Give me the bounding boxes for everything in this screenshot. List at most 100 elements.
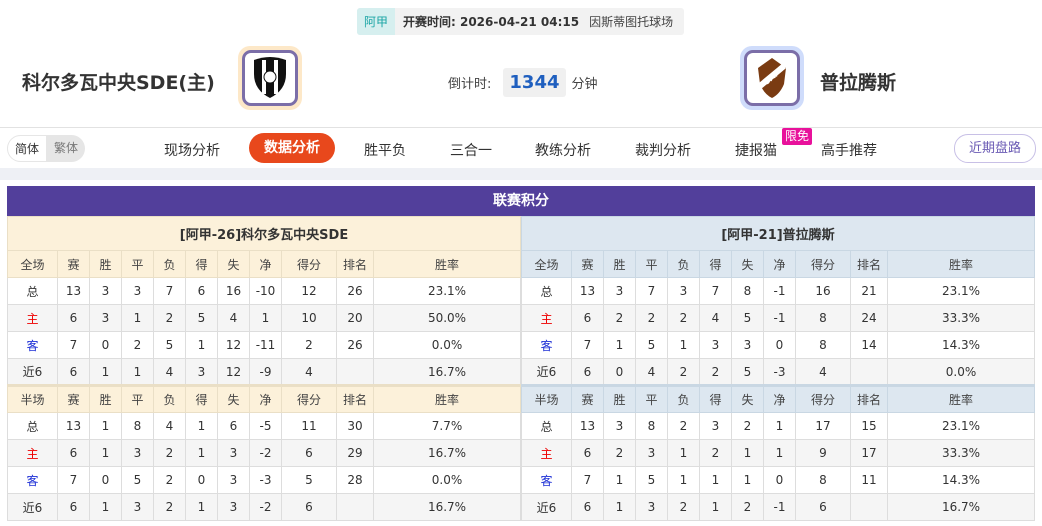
stat-cell: 24 <box>850 304 888 332</box>
stat-cell: 2 <box>667 358 700 386</box>
team-header: [阿甲-21]普拉腾斯 <box>521 216 1035 251</box>
stat-cell: 2 <box>699 439 732 467</box>
recent-handicap-button[interactable]: 近期盘路 <box>954 134 1036 163</box>
stat-cell: 10 <box>281 304 337 332</box>
tab-jiebaomao[interactable]: 捷报猫 <box>735 143 777 159</box>
row-label: 近6 <box>7 493 58 521</box>
venue: 因斯蒂图托球场 <box>589 15 674 29</box>
tab-expert-picks[interactable]: 高手推荐 <box>821 143 877 159</box>
stat-cell: 8 <box>795 466 851 494</box>
stat-cell: 33.3% <box>887 439 1035 467</box>
stat-cell: -11 <box>249 331 282 359</box>
table-row: 客 7 0 5 2 0 3 -3 5 28 0.0% <box>7 466 521 494</box>
stat-cell: 30 <box>336 412 374 440</box>
stat-cell: -5 <box>249 412 282 440</box>
row-label: 总 <box>7 277 58 305</box>
stat-cell: 3 <box>121 277 154 305</box>
stat-cell <box>336 358 374 386</box>
stat-cell: 2 <box>731 412 764 440</box>
stat-cell: 1 <box>603 493 636 521</box>
home-team-logo[interactable] <box>238 46 302 110</box>
column-header: 得分 <box>281 384 337 413</box>
lang-simplified[interactable]: 简体 <box>7 135 48 162</box>
tab-three-in-one[interactable]: 三合一 <box>450 143 492 159</box>
tab-live-analysis[interactable]: 现场分析 <box>164 143 220 159</box>
stat-cell: 0 <box>89 331 122 359</box>
stat-cell: 1 <box>731 439 764 467</box>
stat-cell: 1 <box>731 466 764 494</box>
stat-cell <box>850 358 888 386</box>
stat-cell: 8 <box>731 277 764 305</box>
stat-cell: 7 <box>153 277 186 305</box>
stat-cell: 4 <box>153 412 186 440</box>
column-header: 胜 <box>89 384 122 413</box>
stat-cell: 2 <box>281 331 337 359</box>
table-row: 总 13 3 8 2 3 2 1 17 15 23.1% <box>521 412 1035 440</box>
stat-cell: 0.0% <box>373 331 521 359</box>
tab-data-analysis[interactable]: 数据分析 <box>249 133 335 163</box>
stat-cell: 6 <box>795 493 851 521</box>
stat-cell: 1 <box>185 331 218 359</box>
home-team-name[interactable]: 科尔多瓦中央SDE(主) <box>22 72 215 94</box>
stat-cell: 3 <box>217 493 250 521</box>
standings-title: 联赛积分 <box>7 186 1035 216</box>
away-team-logo[interactable]: CAP <box>740 46 804 110</box>
column-header: 负 <box>153 250 186 278</box>
stat-cell <box>336 493 374 521</box>
stat-cell: -3 <box>763 358 796 386</box>
stat-cell: 0.0% <box>373 466 521 494</box>
stat-cell: 8 <box>121 412 154 440</box>
stat-cell: 7 <box>571 466 604 494</box>
stat-cell: 1 <box>763 412 796 440</box>
stat-cell: 4 <box>795 358 851 386</box>
stat-cell: -1 <box>763 277 796 305</box>
countdown-label: 倒计时: <box>448 77 492 92</box>
column-header-row: 半场赛胜平负得失净得分 排名 胜率 <box>7 384 521 413</box>
stat-cell: 6 <box>57 439 90 467</box>
stat-cell: 5 <box>731 304 764 332</box>
stat-cell: 5 <box>185 304 218 332</box>
stat-cell: 5 <box>731 358 764 386</box>
stat-cell: 16.7% <box>887 493 1035 521</box>
away-team-name[interactable]: 普拉腾斯 <box>820 72 897 94</box>
stat-cell: 1 <box>699 466 732 494</box>
column-header: 赛 <box>571 250 604 278</box>
stat-cell: 21 <box>850 277 888 305</box>
table-row: 客 7 0 2 5 1 12 -11 2 26 0.0% <box>7 331 521 359</box>
stat-cell: -10 <box>249 277 282 305</box>
stat-cell: 4 <box>217 304 250 332</box>
column-header: 赛 <box>57 250 90 278</box>
stat-cell: 1 <box>89 493 122 521</box>
stat-cell: 2 <box>667 412 700 440</box>
stat-cell: 1 <box>763 439 796 467</box>
column-header: 负 <box>153 384 186 413</box>
row-label: 主 <box>7 439 58 467</box>
stat-cell: -2 <box>249 439 282 467</box>
table-row: 客 7 1 5 1 1 1 0 8 11 14.3% <box>521 466 1035 494</box>
stat-cell: 1 <box>185 439 218 467</box>
lang-traditional[interactable]: 繁体 <box>54 141 79 155</box>
stat-cell: 8 <box>635 412 668 440</box>
shield-icon <box>254 57 286 98</box>
table-row: 主 6 3 1 2 5 4 1 10 20 50.0% <box>7 304 521 332</box>
stat-cell: 3 <box>217 466 250 494</box>
stat-cell: 8 <box>795 331 851 359</box>
tab-1x2[interactable]: 胜平负 <box>364 143 406 159</box>
column-header: 得 <box>699 250 732 278</box>
row-label: 总 <box>521 277 572 305</box>
language-toggle: 简体 繁体 <box>7 135 86 162</box>
row-label: 总 <box>7 412 58 440</box>
stat-cell: -1 <box>763 493 796 521</box>
stat-cell: 3 <box>635 493 668 521</box>
stat-cell: 11 <box>281 412 337 440</box>
stat-cell: 1 <box>185 493 218 521</box>
tab-referee-analysis[interactable]: 裁判分析 <box>635 143 691 159</box>
stat-cell: 5 <box>153 331 186 359</box>
tab-coach-analysis[interactable]: 教练分析 <box>535 143 591 159</box>
stat-cell: 29 <box>336 439 374 467</box>
away-standings-table: [阿甲-21]普拉腾斯 全场赛胜平负得失净得分 排名 胜率总 13 3 7 3 7 8 -1 16 21… <box>521 216 1035 521</box>
stat-cell: -1 <box>763 304 796 332</box>
column-header: 排名 <box>850 384 888 413</box>
stat-cell: 16 <box>217 277 250 305</box>
league-tag[interactable]: 阿甲 <box>357 8 395 35</box>
